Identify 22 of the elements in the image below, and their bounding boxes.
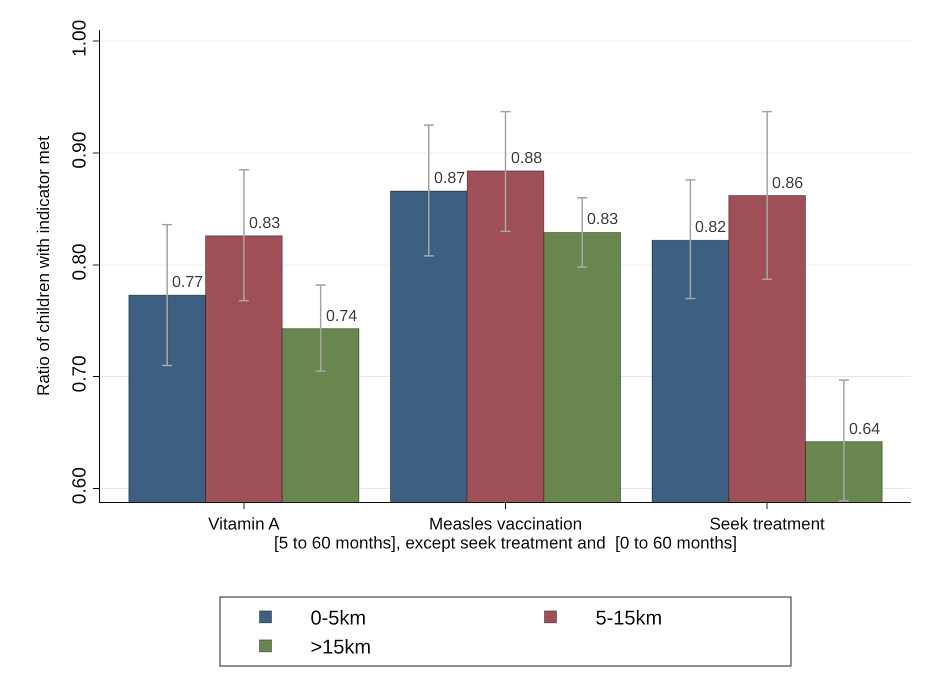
data-label: 0.83 (587, 211, 618, 228)
x-tick-label: Vitamin A (208, 514, 280, 534)
x-tick-label: Measles vaccination (428, 514, 582, 534)
x-axis-title: [5 to 60 months], except seek treatment and [0 to 60 months] (274, 533, 738, 552)
legend-label: 5-15km (596, 608, 662, 630)
data-label: 0.83 (249, 215, 280, 232)
data-label: 0.86 (772, 175, 804, 192)
data-label: 0.82 (695, 219, 726, 236)
y-tick-label: 0.60 (69, 467, 90, 504)
y-tick-label: 0.80 (69, 244, 90, 281)
data-label: 0.77 (172, 274, 204, 291)
y-tick-label: 0.90 (69, 132, 90, 169)
legend-label: 0-5km (310, 608, 366, 630)
data-label: 0.88 (511, 150, 542, 167)
legend-label: >15km (310, 636, 372, 659)
y-axis-title: Ratio of children with indicator met (34, 136, 53, 396)
data-label: 0.74 (326, 308, 358, 325)
y-tick-label: 0.70 (69, 355, 90, 392)
data-label: 0.64 (849, 421, 880, 438)
y-tick-label: 1.00 (69, 20, 90, 57)
data-label: 0.87 (434, 170, 466, 187)
x-tick-label: Seek treatment (709, 514, 826, 534)
